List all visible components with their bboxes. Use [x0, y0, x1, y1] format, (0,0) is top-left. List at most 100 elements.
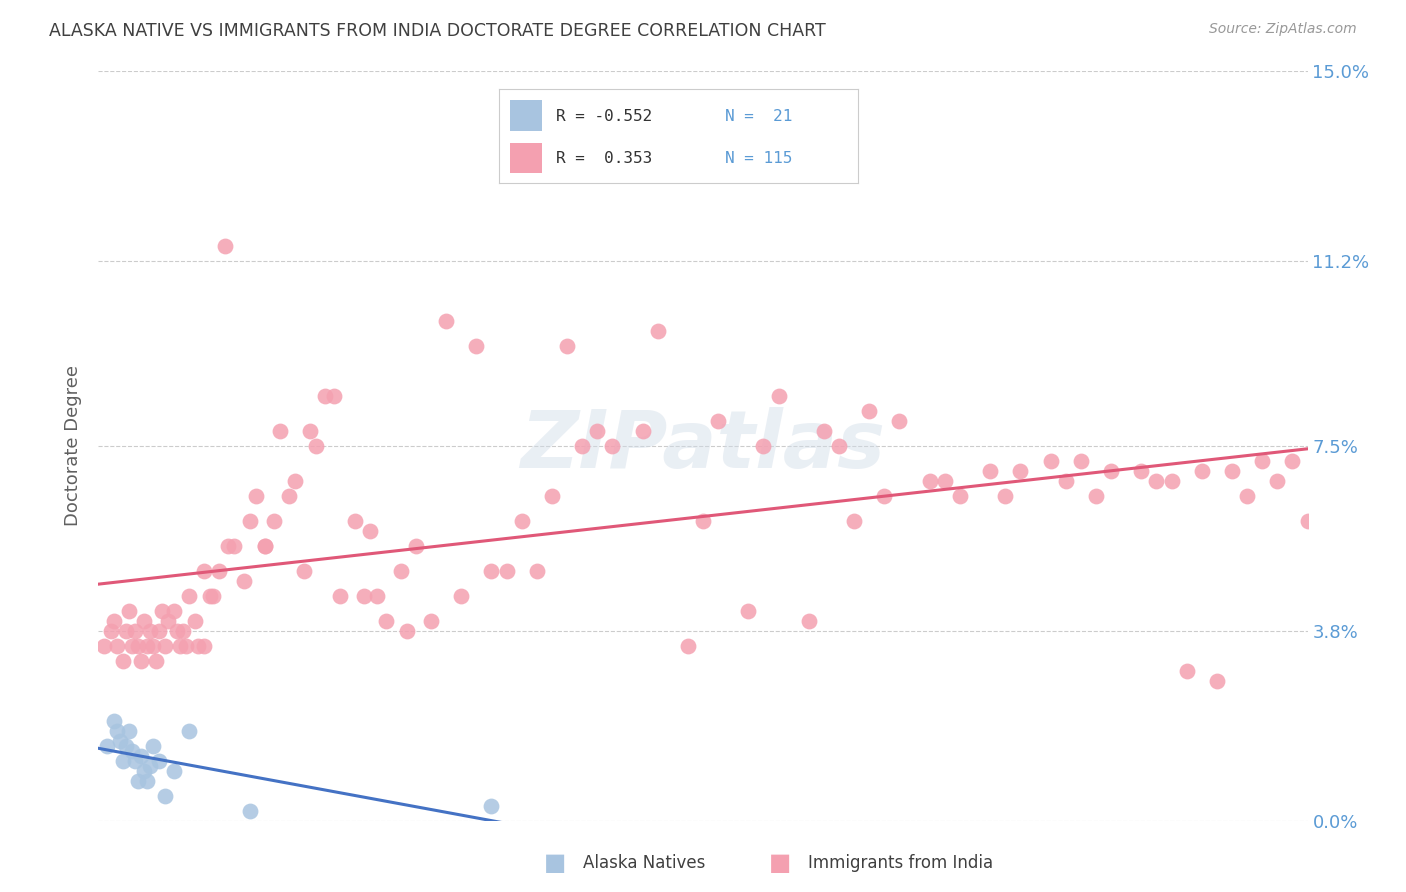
Point [602, 439, 624, 453]
Point [314, 389, 336, 403]
Point [737, 604, 759, 618]
Point [1039, 454, 1062, 468]
Point [299, 424, 322, 438]
Point [148, 624, 170, 638]
Point [1281, 454, 1303, 468]
Point [163, 764, 186, 778]
Point [132, 614, 155, 628]
Point [187, 639, 209, 653]
Point [292, 564, 315, 578]
Text: ALASKA NATIVE VS IMMIGRANTS FROM INDIA DOCTORATE DEGREE CORRELATION CHART: ALASKA NATIVE VS IMMIGRANTS FROM INDIA D… [49, 22, 825, 40]
Point [253, 539, 276, 553]
Point [118, 604, 141, 618]
Point [166, 624, 188, 638]
Point [124, 624, 146, 638]
Point [232, 574, 254, 588]
Point [111, 654, 134, 668]
Point [1010, 464, 1032, 478]
Point [752, 439, 775, 453]
Point [224, 539, 246, 553]
Point [768, 389, 790, 403]
Point [395, 624, 418, 638]
Point [692, 514, 714, 528]
Point [889, 414, 911, 428]
Bar [510, 101, 543, 131]
Point [540, 489, 562, 503]
Point [93, 639, 115, 653]
Point [103, 714, 125, 728]
Point [135, 773, 157, 788]
Point [121, 639, 143, 653]
Point [208, 564, 231, 578]
Point [555, 339, 578, 353]
Point [139, 758, 162, 772]
Point [949, 489, 972, 503]
Point [127, 639, 149, 653]
Point [586, 424, 609, 438]
Point [450, 589, 472, 603]
Point [111, 754, 134, 768]
Point [844, 514, 866, 528]
Point [707, 414, 730, 428]
Point [495, 564, 517, 578]
Point [105, 723, 128, 738]
Point [918, 474, 941, 488]
Point [239, 804, 262, 818]
Point [1267, 474, 1289, 488]
Point [374, 614, 396, 628]
Point [103, 614, 125, 628]
Point [1175, 664, 1198, 678]
Point [481, 798, 503, 813]
Point [153, 789, 176, 803]
Text: ■: ■ [544, 852, 567, 875]
Text: N = 115: N = 115 [725, 151, 793, 166]
Point [979, 464, 1001, 478]
Point [344, 514, 367, 528]
Point [858, 404, 880, 418]
Point [135, 639, 157, 653]
Point [156, 614, 179, 628]
Point [129, 748, 152, 763]
Y-axis label: Doctorate Degree: Doctorate Degree [65, 366, 83, 526]
Point [1251, 454, 1274, 468]
Point [124, 754, 146, 768]
Text: R = -0.552: R = -0.552 [557, 109, 652, 124]
Point [1160, 474, 1182, 488]
Point [284, 474, 307, 488]
Bar [510, 143, 543, 173]
Point [118, 723, 141, 738]
Point [129, 654, 152, 668]
Point [239, 514, 262, 528]
Point [1206, 673, 1229, 688]
Point [132, 764, 155, 778]
Text: ■: ■ [769, 852, 792, 875]
Point [193, 639, 215, 653]
Point [434, 314, 457, 328]
Point [114, 739, 136, 753]
Point [127, 773, 149, 788]
Point [1220, 464, 1243, 478]
Point [1130, 464, 1153, 478]
Point [420, 614, 443, 628]
Point [263, 514, 285, 528]
Point [1146, 474, 1168, 488]
Point [172, 624, 194, 638]
Point [217, 539, 239, 553]
Point [245, 489, 267, 503]
Point [277, 489, 299, 503]
Point [139, 624, 162, 638]
Point [163, 604, 186, 618]
Point [105, 639, 128, 653]
Point [481, 564, 503, 578]
Point [269, 424, 291, 438]
Point [1296, 514, 1319, 528]
Point [1054, 474, 1077, 488]
Point [114, 624, 136, 638]
Point [1070, 454, 1092, 468]
Point [405, 539, 427, 553]
Point [389, 564, 412, 578]
Point [305, 439, 328, 453]
Point [253, 539, 276, 553]
Point [873, 489, 896, 503]
Point [108, 733, 131, 747]
